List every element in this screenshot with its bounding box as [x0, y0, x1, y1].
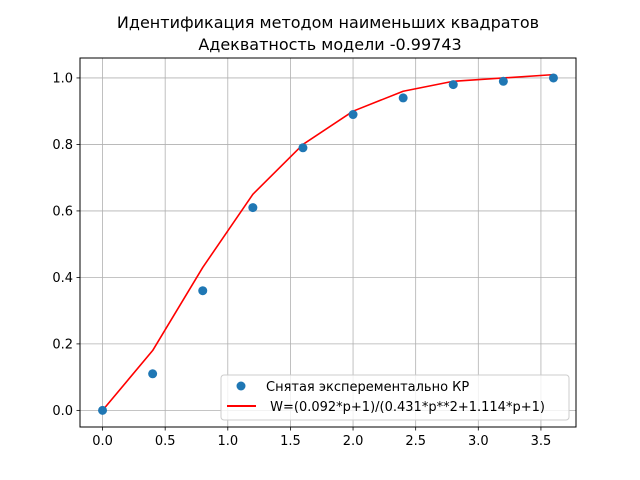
y-tick-label: 0.8: [52, 138, 73, 153]
experimental-data-point: [248, 203, 258, 213]
x-tick-label: 3.5: [531, 434, 552, 449]
model-response-line: [101, 73, 554, 411]
experimental-data-point: [298, 143, 308, 153]
experimental-data-point: [498, 76, 508, 86]
experimental-data-point: [548, 73, 558, 83]
chart-title: Идентификация методом наименьших квадрат…: [117, 13, 539, 32]
experimental-data-point: [348, 110, 358, 120]
y-tick-label: 0.6: [52, 204, 73, 219]
legend-label-experimental: Снятая эксперементально КР: [266, 380, 469, 395]
y-tick-label: 0.2: [52, 337, 73, 352]
x-tick-label: 2.0: [343, 434, 364, 449]
experimental-data-point: [398, 93, 408, 103]
legend: Снятая эксперементально КР W=(0.092*p+1)…: [220, 374, 570, 421]
series-layer: [98, 73, 558, 415]
x-tick-label: 1.0: [217, 434, 238, 449]
x-tick-label: 0.5: [155, 434, 176, 449]
experimental-data-point: [148, 369, 158, 379]
axis-ticks: 0.0 0.5 1.0 1.5 2.0 2.5 3.0 3.5 0.0 0.2 0.4 0.6 0.8 1…: [52, 71, 551, 449]
y-tick-label: 0.0: [52, 404, 73, 419]
legend-scatter-marker: [236, 381, 246, 391]
x-tick-label: 0.0: [92, 434, 113, 449]
experimental-data-point: [98, 405, 108, 415]
experimental-data-point: [448, 80, 458, 90]
grid-lines: [80, 58, 576, 427]
plot-area-background: [80, 58, 576, 427]
x-tick-label: 2.5: [405, 434, 426, 449]
plot-area-frame: [79, 57, 577, 428]
y-tick-label: 0.4: [52, 271, 73, 286]
experimental-data-point: [198, 286, 208, 296]
chart-subtitle: Адекватность модели -0.99743: [198, 35, 461, 54]
legend-label-model: W=(0.092*p+1)/(0.431*p**2+1.114*p+1): [266, 400, 545, 415]
y-tick-label: 1.0: [52, 71, 73, 86]
legend-box: [220, 374, 570, 421]
x-tick-label: 1.5: [280, 434, 301, 449]
x-tick-label: 3.0: [468, 434, 489, 449]
